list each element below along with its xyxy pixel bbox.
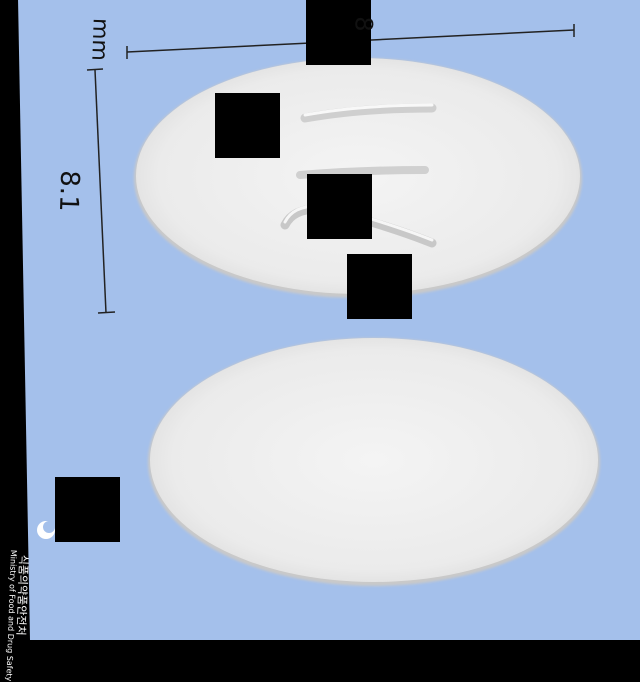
tablet-back-body xyxy=(150,338,598,582)
redaction-block xyxy=(215,93,280,158)
tablet-back xyxy=(148,338,600,586)
tablet-imprint xyxy=(300,103,437,123)
mfds-logo-icon xyxy=(37,521,55,539)
dimension-width-label: 8 xyxy=(349,15,378,33)
height-dimension-line xyxy=(86,68,116,314)
pill-photo xyxy=(18,0,640,640)
redaction-block xyxy=(347,254,412,319)
dimension-height-label: 8.1 xyxy=(52,169,85,213)
redaction-block xyxy=(307,174,372,239)
dimension-unit-label: mm xyxy=(86,17,113,62)
redaction-block xyxy=(306,0,371,65)
redaction-block xyxy=(55,477,120,542)
